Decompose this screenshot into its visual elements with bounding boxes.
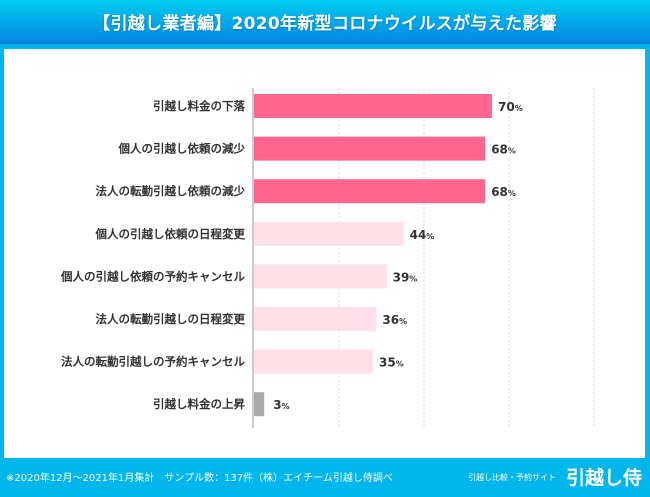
header-banner: 【引越し業者編】2020年新型コロナウイルスが与えた影響 <box>0 0 650 44</box>
footer-brand-logo: 引越し侍 <box>566 467 643 489</box>
category-label: 法人の転勤引越し依頼の減少 <box>96 184 246 198</box>
category-labels: 引越し料金の下落個人の引越し依頼の減少法人の転勤引越し依頼の減少個人の引越し依頼… <box>60 99 245 411</box>
bar <box>254 349 373 374</box>
data-label: 36% <box>382 313 407 327</box>
bar <box>254 179 486 204</box>
data-label: 44% <box>410 228 435 242</box>
category-label: 個人の引越し依頼の予約キャンセル <box>60 269 245 283</box>
bar <box>254 221 404 246</box>
bar <box>254 392 265 417</box>
value-labels: 70% 68% 68% 44% 39% 36% 35% 3% <box>273 100 523 412</box>
category-label: 法人の転勤引越しの予約キャンセル <box>61 355 245 369</box>
chart-title: 【引越し業者編】2020年新型コロナウイルスが与えた影響 <box>93 14 557 34</box>
category-label: 法人の転勤引越しの日程変更 <box>96 312 246 326</box>
data-label: 68% <box>491 185 516 199</box>
data-label: 68% <box>491 143 516 157</box>
data-label: 70% <box>498 100 523 114</box>
data-label: 35% <box>379 356 404 370</box>
footer-brand-tagline: 引越し比較・予約サイト <box>468 473 556 482</box>
bars <box>254 94 492 417</box>
bar <box>254 94 492 118</box>
bar <box>254 307 377 331</box>
footer-note: ※2020年12月～2021年1月集計 サンプル数：137件（株）エイチーム引越… <box>6 473 393 484</box>
category-label: 引越し料金の下落 <box>153 99 245 113</box>
bar <box>254 264 387 289</box>
bar <box>254 136 486 161</box>
category-label: 個人の引越し依頼の減少 <box>118 142 246 156</box>
data-label: 3% <box>273 398 289 412</box>
category-label: 個人の引越し依頼の日程変更 <box>95 227 246 241</box>
category-label: 引越し料金の上昇 <box>153 397 245 411</box>
data-label: 39% <box>393 270 418 284</box>
